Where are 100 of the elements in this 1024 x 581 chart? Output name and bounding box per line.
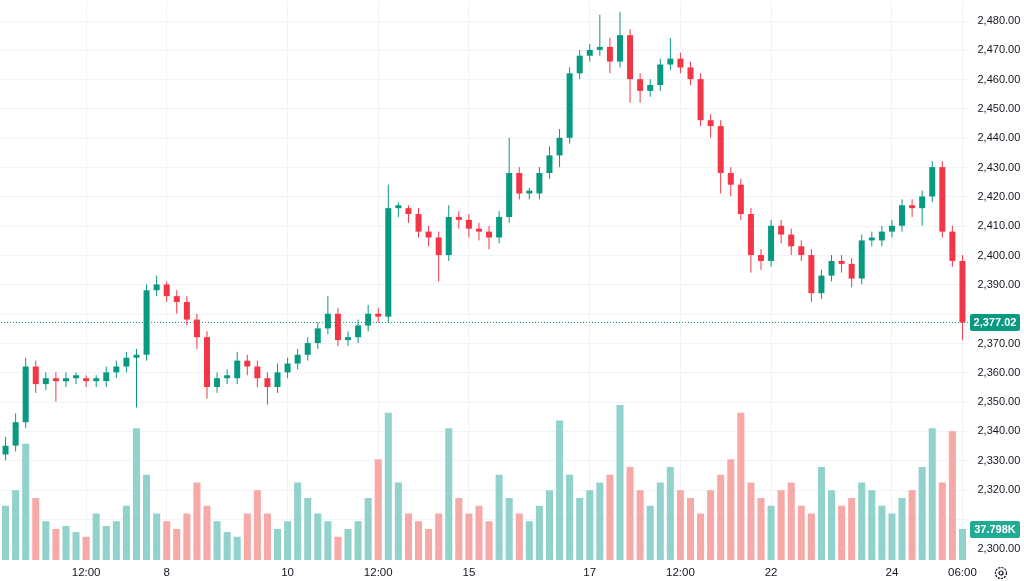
candlestick [83, 374, 90, 388]
bar [284, 521, 292, 560]
bar [445, 428, 453, 560]
bar [213, 521, 221, 560]
bar [2, 505, 10, 560]
bar [153, 513, 161, 560]
bar [223, 532, 231, 560]
bar [838, 505, 846, 560]
bar [173, 529, 181, 560]
bar [233, 536, 241, 560]
y-tick-label: 2,420.00 [977, 189, 1021, 202]
x-tick-label: 12:00 [666, 565, 695, 578]
bar [273, 529, 282, 560]
x-tick-label: 12:00 [363, 565, 393, 578]
bar [858, 482, 866, 560]
candlestick [415, 207, 422, 238]
y-tick-label: 2,460.00 [977, 72, 1021, 85]
candlestick [133, 348, 140, 409]
bar [646, 505, 654, 560]
candlestick [314, 322, 321, 350]
candlestick [516, 166, 523, 200]
bar [415, 521, 423, 560]
bar [717, 474, 725, 560]
bar [948, 431, 956, 560]
candlestick [828, 254, 835, 282]
bar [354, 521, 362, 560]
candlestick [2, 436, 9, 461]
bar [163, 521, 171, 560]
candlestick [546, 146, 553, 180]
candlestick [12, 412, 19, 453]
bar [143, 474, 151, 560]
candlestick [284, 357, 291, 379]
bar [495, 474, 503, 560]
bar [676, 490, 684, 560]
candlestick [304, 336, 311, 362]
candlestick [909, 198, 916, 218]
bar [455, 498, 463, 560]
y-tick-label: 2,450.00 [977, 101, 1021, 114]
ref-line-label: 2,377.02 [970, 313, 1020, 331]
bar [294, 482, 302, 560]
bar [22, 443, 30, 560]
bar [757, 498, 765, 560]
bar [425, 529, 433, 560]
candlestick [667, 37, 674, 71]
bar [797, 505, 805, 560]
x-tick-label: 17 [583, 565, 597, 578]
candlestick [818, 269, 825, 300]
bar [314, 513, 322, 560]
y-tick-label: 2,430.00 [977, 160, 1021, 173]
bar [767, 505, 775, 560]
bar [908, 490, 916, 560]
bar [606, 474, 614, 560]
candlestick [214, 371, 221, 394]
bar [82, 536, 90, 560]
x-tick-label: 24 [885, 565, 899, 578]
candlestick [596, 14, 603, 57]
bar [888, 513, 896, 560]
candlestick [62, 371, 69, 388]
bar [666, 467, 674, 560]
bar [868, 490, 876, 560]
bar [243, 513, 251, 560]
bar [938, 482, 946, 560]
bar [777, 490, 785, 560]
y-tick-label: 2,360.00 [977, 365, 1021, 378]
bar [203, 505, 211, 560]
bar [304, 498, 312, 560]
candlestick [687, 61, 694, 86]
candlestick [657, 58, 664, 92]
bar [848, 498, 856, 560]
bar [545, 490, 553, 560]
bar [576, 498, 584, 560]
bar [707, 490, 715, 560]
bar [737, 412, 745, 560]
text: 37.798K [970, 520, 1020, 538]
bar [92, 513, 100, 560]
candlestick [576, 49, 583, 80]
bar [586, 490, 594, 560]
x-tick-label: 15 [462, 565, 476, 578]
candlestick [123, 351, 130, 373]
candlestick [274, 363, 281, 394]
y-tick-label: 2,330.00 [977, 453, 1021, 466]
bar [394, 482, 402, 560]
bar [122, 505, 130, 560]
candlestick [496, 210, 503, 244]
bar [878, 505, 886, 560]
candlestick [153, 275, 160, 297]
bar [475, 505, 483, 560]
bar [334, 536, 342, 560]
bar [515, 513, 523, 560]
x-tick-label: 8 [163, 565, 170, 578]
bar [566, 474, 574, 560]
candlestick [758, 248, 764, 271]
bar [435, 513, 443, 560]
candlestick [606, 37, 613, 74]
candlestick [345, 330, 352, 347]
bar [817, 467, 825, 560]
candlestick [224, 368, 231, 385]
y-tick-label: 2,320.00 [977, 483, 1021, 496]
y-tick-label: 2,440.00 [977, 131, 1021, 144]
bar [12, 490, 20, 560]
